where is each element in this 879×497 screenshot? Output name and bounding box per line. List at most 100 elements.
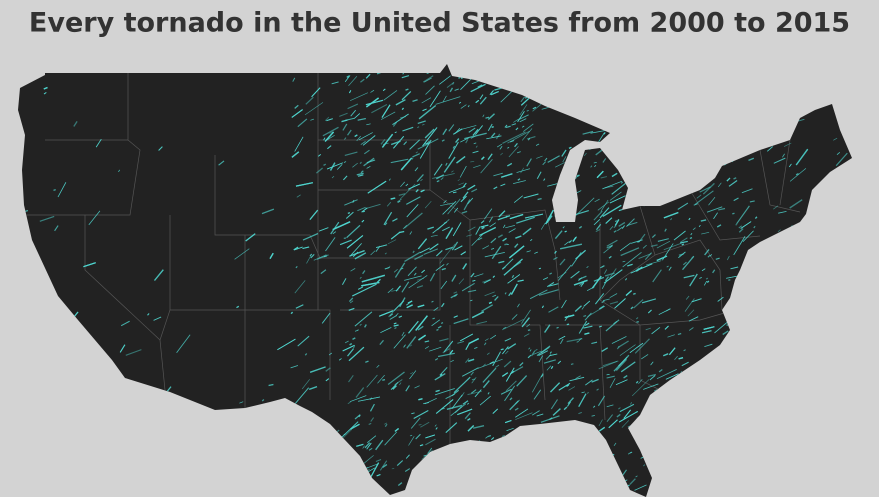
tornado-track [460,75,467,79]
tornado-track [667,468,672,472]
tornado-track [737,488,743,494]
tornado-track [617,340,629,348]
tornado-track [538,355,544,363]
tornado-track [352,346,355,349]
tornado-track [691,298,702,303]
tornado-track [502,131,526,144]
tornado-track [624,99,630,105]
tornado-track [835,294,839,298]
tornado-track [424,346,430,350]
tornado-track [795,172,799,176]
tornado-track [119,344,126,353]
tornado-track [326,456,331,460]
tornado-track [616,346,620,350]
tornado-track [489,449,493,453]
tornado-track [562,226,565,229]
tornado-track [362,270,366,275]
tornado-track [697,468,703,471]
tornado-track [462,191,469,199]
tornado-track [387,287,394,294]
tornado-track [700,64,716,73]
tornado-track [827,431,835,435]
tornado-track [500,388,512,395]
tornado-track [22,277,36,283]
tornado-track [822,306,826,309]
tornado-track [671,152,674,155]
tornado-track [461,452,466,456]
tornado-track [491,437,495,441]
tornado-track [630,239,643,244]
tornado-track [412,250,415,254]
tornado-track [422,108,427,112]
tornado-track [322,126,339,137]
tornado-track [322,433,331,437]
tornado-track [614,219,620,226]
tornado-track [611,336,627,344]
tornado-track [497,215,511,221]
tornado-track [600,176,608,179]
tornado-track [517,178,521,181]
tornado-track [535,348,538,351]
tornado-track [479,226,496,237]
tornado-track [326,134,335,141]
tornado-track [530,238,533,242]
tornado-track [583,315,587,317]
tornado-track [801,480,805,485]
tornado-track [439,338,449,342]
tornado-track [503,258,523,276]
tornado-track [652,172,656,175]
tornado-track [558,335,566,340]
tornado-track [485,75,493,83]
tornado-track [443,200,447,204]
tornado-track [350,300,354,304]
tornado-track [415,433,421,440]
tornado-track [503,326,507,329]
tornado-track [644,252,652,260]
tornado-track [392,121,398,127]
tornado-track [507,147,510,149]
tornado-track [738,322,756,339]
tornado-track [489,222,496,228]
tornado-track [738,322,756,339]
tornado-track [629,342,644,353]
tornado-track [484,291,495,297]
tornado-track [310,118,315,121]
tornado-track [660,129,664,132]
tornado-track [711,166,718,172]
tornado-track [519,104,528,116]
tornado-track [420,178,423,182]
tornado-track [653,389,658,392]
tornado-track [580,86,584,89]
tornado-track [462,263,468,270]
tornado-track [572,166,575,169]
tornado-track [653,409,673,414]
tornado-track [575,443,589,451]
tornado-track [732,212,735,215]
tornado-track [527,329,531,332]
tornado-track [617,226,623,232]
tornado-track [704,280,707,286]
tornado-track [409,344,413,347]
tornado-track [782,153,785,158]
tornado-track [569,203,573,207]
tornado-track [544,324,551,333]
tornado-track [347,348,354,357]
tornado-track [533,389,542,400]
tornado-track [370,89,375,93]
tornado-track [481,460,485,464]
tornado-track [699,125,715,143]
tornado-track [559,213,563,217]
tornado-track [578,411,582,415]
tornado-track [831,458,836,461]
tornado-track [808,486,812,490]
tornado-track [490,248,495,250]
tornado-track [341,278,347,285]
tornado-track [418,104,437,120]
tornado-track [417,479,421,484]
tornado-track [39,215,55,222]
tornado-track [731,82,739,86]
tornado-track [409,370,417,380]
tornado-track [549,78,563,100]
tornado-track [295,182,313,187]
tornado-track [153,269,164,281]
